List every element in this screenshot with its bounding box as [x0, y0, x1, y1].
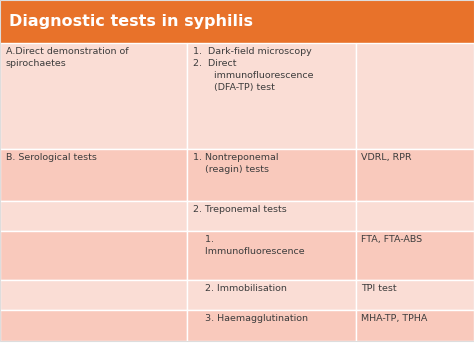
Bar	[187, 201, 356, 231]
Bar	[356, 231, 474, 280]
Text: FTA, FTA-ABS: FTA, FTA-ABS	[361, 235, 422, 244]
Bar	[0, 310, 187, 341]
Bar	[356, 310, 474, 341]
Bar	[0, 43, 187, 149]
Bar	[187, 231, 356, 280]
Bar	[187, 310, 356, 341]
Bar	[356, 149, 474, 201]
Bar	[187, 43, 356, 149]
Bar	[356, 43, 474, 149]
Text: 1.  Dark-field microscopy
2.  Direct
       immunofluorescence
       (DFA-TP) t: 1. Dark-field microscopy 2. Direct immun…	[193, 47, 313, 92]
Text: 1.
    Immunofluorescence: 1. Immunofluorescence	[193, 235, 304, 256]
Bar	[356, 201, 474, 231]
Text: TPI test: TPI test	[361, 284, 397, 293]
Bar	[0, 149, 187, 201]
Text: 1. Nontreponemal
    (reagin) tests: 1. Nontreponemal (reagin) tests	[193, 153, 278, 174]
Bar	[0, 0, 474, 43]
Text: MHA-TP, TPHA: MHA-TP, TPHA	[361, 314, 428, 323]
Bar	[356, 280, 474, 310]
Text: Diagnostic tests in syphilis: Diagnostic tests in syphilis	[9, 14, 254, 29]
Bar	[0, 201, 187, 231]
Text: A.Direct demonstration of
spirochaetes: A.Direct demonstration of spirochaetes	[6, 47, 128, 68]
Text: 3. Haemagglutination: 3. Haemagglutination	[193, 314, 308, 323]
Text: 2. Immobilisation: 2. Immobilisation	[193, 284, 287, 293]
Bar	[187, 280, 356, 310]
Text: VDRL, RPR: VDRL, RPR	[361, 153, 412, 162]
Text: B. Serological tests: B. Serological tests	[6, 153, 97, 162]
Bar	[0, 280, 187, 310]
Bar	[187, 149, 356, 201]
Bar	[0, 231, 187, 280]
Text: 2. Treponemal tests: 2. Treponemal tests	[193, 205, 287, 214]
